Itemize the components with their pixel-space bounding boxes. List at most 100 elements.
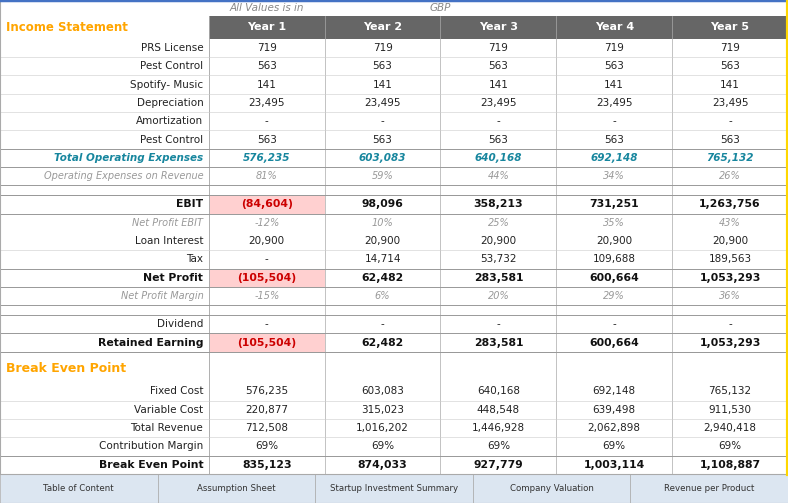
FancyBboxPatch shape: [473, 474, 630, 503]
Text: (84,604): (84,604): [241, 200, 292, 209]
Text: 719: 719: [373, 43, 392, 53]
Text: 34%: 34%: [604, 171, 625, 181]
Text: -: -: [381, 319, 385, 329]
Text: 835,123: 835,123: [242, 460, 292, 470]
Text: 283,581: 283,581: [474, 338, 523, 348]
Text: 640,168: 640,168: [474, 153, 522, 163]
Text: (105,504): (105,504): [237, 273, 296, 283]
Text: Contribution Margin: Contribution Margin: [99, 441, 203, 451]
Text: 1,446,928: 1,446,928: [472, 423, 525, 433]
FancyBboxPatch shape: [158, 474, 315, 503]
Text: 20,900: 20,900: [597, 236, 632, 246]
Text: -: -: [496, 319, 500, 329]
Text: 81%: 81%: [256, 171, 277, 181]
Text: GBP: GBP: [429, 3, 452, 13]
Text: 692,148: 692,148: [593, 386, 636, 396]
Text: Year 5: Year 5: [711, 22, 749, 32]
Text: 62,482: 62,482: [362, 338, 403, 348]
Text: 44%: 44%: [488, 171, 509, 181]
Text: -: -: [612, 319, 616, 329]
Text: 603,083: 603,083: [361, 386, 404, 396]
Text: Break Even Point: Break Even Point: [6, 362, 126, 375]
Text: 1,108,887: 1,108,887: [700, 460, 760, 470]
Text: 563: 563: [720, 134, 740, 144]
Text: 563: 563: [489, 134, 508, 144]
Text: 1,053,293: 1,053,293: [700, 338, 760, 348]
Text: 765,132: 765,132: [706, 153, 754, 163]
Text: 603,083: 603,083: [359, 153, 407, 163]
Text: 23,495: 23,495: [712, 98, 749, 108]
Text: Total Operating Expenses: Total Operating Expenses: [54, 153, 203, 163]
Text: -: -: [265, 116, 269, 126]
Text: 639,498: 639,498: [593, 405, 636, 415]
Text: 576,235: 576,235: [243, 153, 291, 163]
Text: Retained Earning: Retained Earning: [98, 338, 203, 348]
Text: 2,062,898: 2,062,898: [588, 423, 641, 433]
FancyBboxPatch shape: [209, 195, 325, 214]
Text: 719: 719: [604, 43, 624, 53]
Text: 712,508: 712,508: [245, 423, 288, 433]
Text: 448,548: 448,548: [477, 405, 520, 415]
Text: Total Revenue: Total Revenue: [131, 423, 203, 433]
Text: 141: 141: [257, 79, 277, 90]
Text: 563: 563: [720, 61, 740, 71]
Text: Dividend: Dividend: [157, 319, 203, 329]
Text: 189,563: 189,563: [708, 255, 752, 265]
FancyBboxPatch shape: [209, 333, 325, 352]
Text: 69%: 69%: [487, 441, 510, 451]
Text: 563: 563: [604, 134, 624, 144]
Text: Variable Cost: Variable Cost: [134, 405, 203, 415]
Text: 600,664: 600,664: [589, 273, 639, 283]
Text: Loan Interest: Loan Interest: [135, 236, 203, 246]
Text: 53,732: 53,732: [480, 255, 517, 265]
Text: 315,023: 315,023: [361, 405, 404, 415]
Text: Net Profit Margin: Net Profit Margin: [121, 291, 203, 301]
Text: 563: 563: [257, 61, 277, 71]
Text: 23,495: 23,495: [248, 98, 285, 108]
Text: 1,053,293: 1,053,293: [700, 273, 760, 283]
Text: 141: 141: [489, 79, 508, 90]
Text: 1,016,202: 1,016,202: [356, 423, 409, 433]
Text: 20,900: 20,900: [365, 236, 400, 246]
Text: -: -: [496, 116, 500, 126]
Text: 98,096: 98,096: [362, 200, 403, 209]
Text: 765,132: 765,132: [708, 386, 752, 396]
Text: 20,900: 20,900: [249, 236, 284, 246]
Text: 26%: 26%: [719, 171, 741, 181]
Text: 719: 719: [489, 43, 508, 53]
Text: PRS License: PRS License: [141, 43, 203, 53]
Text: 358,213: 358,213: [474, 200, 523, 209]
Text: -: -: [728, 319, 732, 329]
Text: Year 2: Year 2: [363, 22, 402, 32]
Text: 69%: 69%: [603, 441, 626, 451]
Text: 141: 141: [604, 79, 624, 90]
Text: 141: 141: [720, 79, 740, 90]
Text: 719: 719: [257, 43, 277, 53]
Text: 69%: 69%: [371, 441, 394, 451]
Text: 1,263,756: 1,263,756: [699, 200, 761, 209]
Text: 576,235: 576,235: [245, 386, 288, 396]
Text: Break Even Point: Break Even Point: [98, 460, 203, 470]
Text: 23,495: 23,495: [364, 98, 401, 108]
Text: 563: 563: [489, 61, 508, 71]
Text: 141: 141: [373, 79, 392, 90]
Text: 62,482: 62,482: [362, 273, 403, 283]
FancyBboxPatch shape: [315, 474, 473, 503]
Text: Fixed Cost: Fixed Cost: [150, 386, 203, 396]
Text: 640,168: 640,168: [477, 386, 520, 396]
FancyBboxPatch shape: [630, 474, 788, 503]
FancyBboxPatch shape: [209, 269, 325, 287]
Text: 69%: 69%: [719, 441, 742, 451]
Text: 35%: 35%: [604, 218, 625, 228]
Text: Table of Content: Table of Content: [43, 484, 114, 493]
Text: 10%: 10%: [372, 218, 393, 228]
Text: 283,581: 283,581: [474, 273, 523, 283]
FancyBboxPatch shape: [0, 474, 158, 503]
Text: All Values is in: All Values is in: [229, 3, 304, 13]
Text: Revenue per Product: Revenue per Product: [664, 484, 754, 493]
Text: 563: 563: [373, 134, 392, 144]
Text: (105,504): (105,504): [237, 338, 296, 348]
Text: 927,779: 927,779: [474, 460, 523, 470]
Text: Year 1: Year 1: [247, 22, 286, 32]
Text: Operating Expenses on Revenue: Operating Expenses on Revenue: [43, 171, 203, 181]
